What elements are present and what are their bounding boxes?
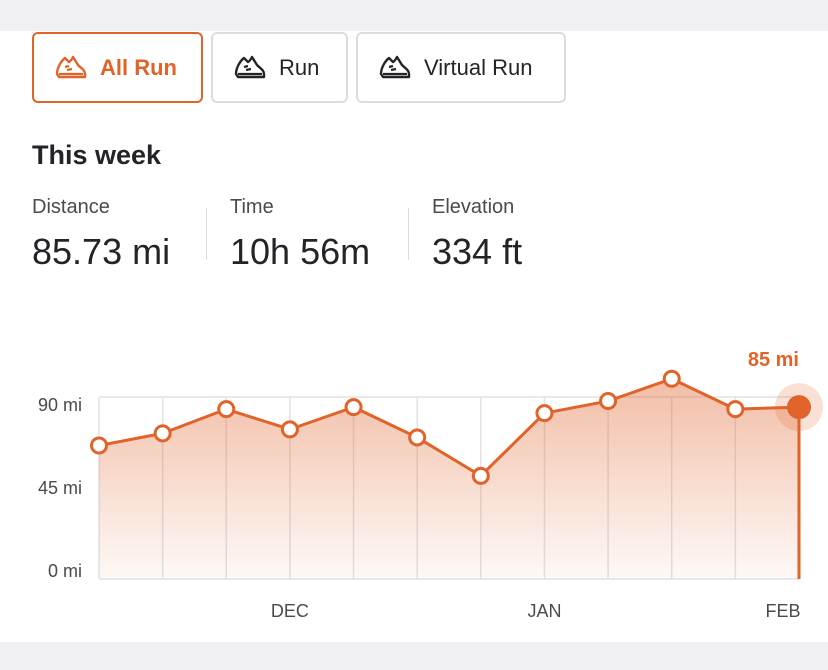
- page-footer-strip: [0, 642, 828, 670]
- data-point: [408, 428, 427, 447]
- running-shoe-icon: [54, 53, 88, 83]
- tab-all-run[interactable]: All Run: [32, 32, 203, 103]
- tab-virtual-run-label: Virtual Run: [424, 54, 533, 80]
- stat-time-label: Time: [230, 196, 274, 218]
- stat-time-value: 10h 56m: [230, 231, 371, 272]
- stat-distance: Distance 85.73 mi: [32, 196, 170, 273]
- y-tick-label: 0 mi: [48, 561, 82, 581]
- data-point: [217, 400, 236, 419]
- data-point: [662, 369, 681, 388]
- data-point-current: [787, 395, 811, 420]
- data-point: [280, 420, 299, 439]
- stat-elevation-label: Elevation: [432, 196, 515, 218]
- y-tick-label: 90 mi: [38, 395, 82, 415]
- x-tick-label: FEB: [765, 601, 800, 621]
- tab-virtual-run[interactable]: Virtual Run: [356, 32, 566, 103]
- current-week-value-label: 85 mi: [748, 349, 799, 371]
- series-line: [98, 377, 800, 478]
- area-fill: [99, 378, 799, 579]
- running-shoe-icon: [378, 53, 412, 83]
- stat-elevation: Elevation 334 ft: [432, 196, 522, 273]
- stat-time: Time 10h 56m: [230, 196, 370, 273]
- y-tick-label: 45 mi: [38, 478, 82, 498]
- x-tick-label: JAN: [527, 601, 561, 621]
- data-point: [726, 400, 745, 419]
- stat-distance-label: Distance: [32, 196, 110, 218]
- data-point: [90, 436, 108, 455]
- data-point: [344, 398, 363, 417]
- data-point: [535, 404, 554, 423]
- data-point: [471, 466, 490, 485]
- data-point: [153, 424, 172, 443]
- data-point: [599, 392, 618, 411]
- x-tick-label: DEC: [271, 601, 309, 621]
- stat-elevation-value: 334 ft: [432, 231, 523, 272]
- stat-divider: [206, 208, 207, 260]
- stat-divider: [408, 208, 409, 260]
- stat-distance-value: 85.73 mi: [32, 231, 171, 272]
- tab-run-label: Run: [279, 54, 320, 80]
- tab-all-run-label: All Run: [100, 54, 177, 80]
- section-title: This week: [32, 140, 162, 170]
- running-shoe-icon: [233, 53, 267, 83]
- tab-run[interactable]: Run: [211, 32, 348, 103]
